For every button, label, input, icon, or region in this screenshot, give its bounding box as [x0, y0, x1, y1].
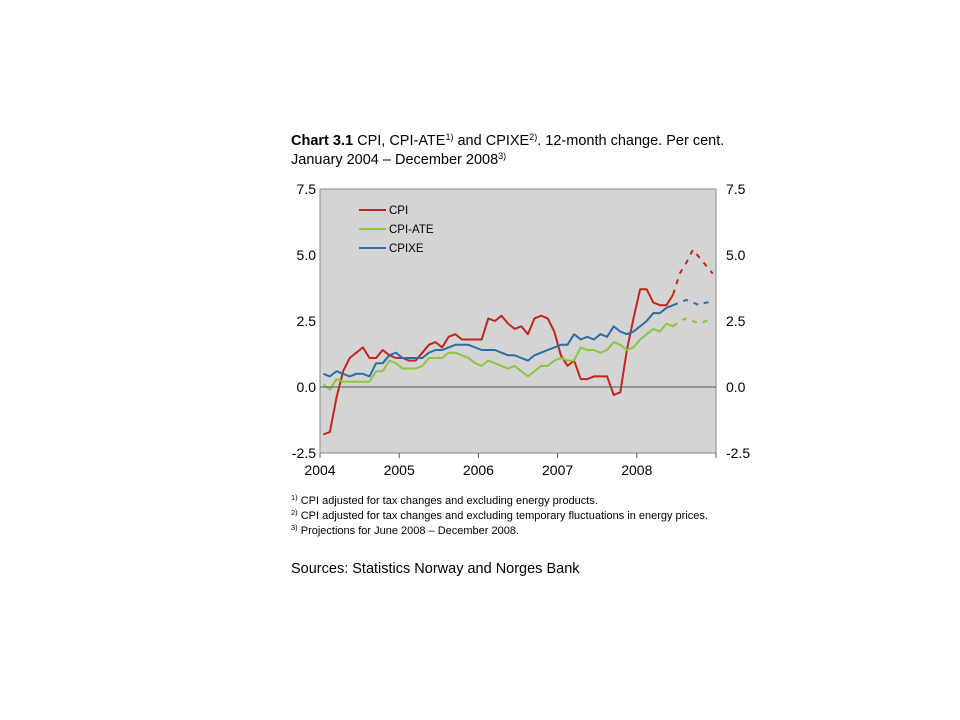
- cpixe-line: [322, 304, 674, 378]
- x-tick-label: 2007: [542, 462, 573, 478]
- footnote-3: 3) Projections for June 2008 – December …: [291, 524, 731, 539]
- footnote-1: 1) CPI adjusted for tax changes and excl…: [291, 494, 731, 509]
- chart-number: Chart 3.1: [291, 133, 354, 149]
- y-tick-label-left: 7.5: [297, 181, 317, 197]
- footnote-2: 2) CPI adjusted for tax changes and excl…: [291, 509, 731, 524]
- title-text-2: and CPIXE: [453, 133, 530, 149]
- title-text-3: . 12-month change. Per cent. January 200…: [291, 133, 725, 168]
- cpi-line: [322, 288, 674, 436]
- cpixe-projection-line: [672, 298, 713, 307]
- x-tick-label: 2008: [621, 462, 652, 478]
- y-tick-label-left: -2.5: [292, 445, 316, 461]
- title-footnote-mark-1: 1): [445, 132, 454, 142]
- y-tick-label-right: 2.5: [726, 313, 746, 329]
- plot-area: [319, 188, 717, 454]
- title-footnote-mark-2: 2): [529, 132, 538, 142]
- footnote-3-mark: 3): [291, 523, 298, 532]
- cpi-ate-line: [322, 322, 674, 391]
- footnotes: 1) CPI adjusted for tax changes and excl…: [291, 494, 731, 539]
- x-tick-label: 2006: [463, 462, 494, 478]
- cpi-legend-label: CPI: [389, 205, 408, 217]
- y-tick-label-right: -2.5: [726, 445, 750, 461]
- x-tick-label: 2005: [384, 462, 415, 478]
- cpi-ate-legend-label: CPI-ATE: [389, 224, 434, 236]
- footnote-1-mark: 1): [291, 493, 298, 502]
- y-tick-label-left: 5.0: [297, 247, 317, 263]
- footnote-3-text: Projections for June 2008 – December 200…: [297, 525, 520, 537]
- y-tick-label-right: 0.0: [726, 379, 746, 395]
- chart-title: Chart 3.1 CPI, CPI-ATE1) and CPIXE2). 12…: [291, 132, 751, 170]
- sources-note: Sources: Statistics Norway and Norges Ba…: [291, 561, 580, 577]
- footnote-2-text: CPI adjusted for tax changes and excludi…: [297, 510, 708, 522]
- footnote-2-mark: 2): [291, 508, 298, 517]
- y-tick-label-right: 5.0: [726, 247, 746, 263]
- title-text-1: CPI, CPI-ATE: [353, 133, 446, 149]
- cpi-projection-line: [672, 247, 714, 295]
- y-tick-label-left: 0.0: [297, 379, 317, 395]
- title-footnote-mark-3: 3): [498, 151, 507, 161]
- y-tick-label-left: 2.5: [297, 313, 317, 329]
- x-tick-label: 2004: [304, 462, 335, 478]
- y-tick-label-right: 7.5: [726, 181, 746, 197]
- cpixe-legend-label: CPIXE: [389, 243, 424, 255]
- cpi-ate-projection-line: [672, 317, 713, 328]
- footnote-1-text: CPI adjusted for tax changes and excludi…: [297, 495, 598, 507]
